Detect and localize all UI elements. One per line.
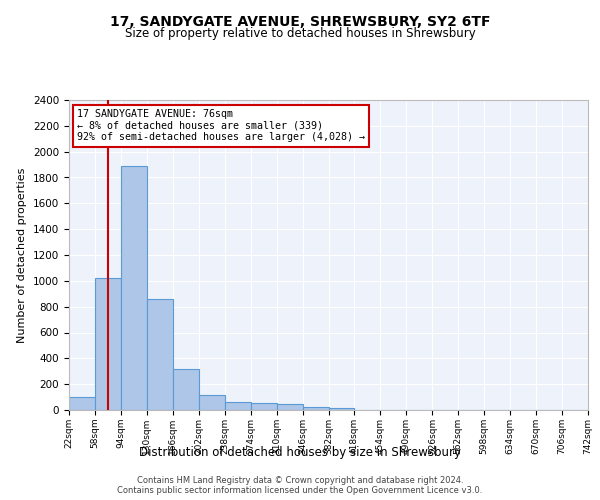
Text: Contains HM Land Registry data © Crown copyright and database right 2024.: Contains HM Land Registry data © Crown c… bbox=[137, 476, 463, 485]
Bar bbox=[199, 394, 224, 410]
Bar bbox=[95, 278, 121, 410]
Bar bbox=[277, 404, 302, 410]
Text: Size of property relative to detached houses in Shrewsbury: Size of property relative to detached ho… bbox=[125, 28, 475, 40]
Bar bbox=[173, 370, 199, 410]
Bar bbox=[147, 299, 173, 410]
Text: 17 SANDYGATE AVENUE: 76sqm
← 8% of detached houses are smaller (339)
92% of semi: 17 SANDYGATE AVENUE: 76sqm ← 8% of detac… bbox=[77, 110, 365, 142]
Text: Distribution of detached houses by size in Shrewsbury: Distribution of detached houses by size … bbox=[139, 446, 461, 459]
Bar bbox=[251, 403, 277, 410]
Bar bbox=[121, 166, 147, 410]
Text: Contains public sector information licensed under the Open Government Licence v3: Contains public sector information licen… bbox=[118, 486, 482, 495]
Bar bbox=[302, 407, 329, 410]
Bar bbox=[224, 402, 251, 410]
Bar bbox=[329, 408, 355, 410]
Text: 17, SANDYGATE AVENUE, SHREWSBURY, SY2 6TF: 17, SANDYGATE AVENUE, SHREWSBURY, SY2 6T… bbox=[110, 15, 490, 29]
Bar bbox=[69, 397, 95, 410]
Y-axis label: Number of detached properties: Number of detached properties bbox=[17, 168, 28, 342]
